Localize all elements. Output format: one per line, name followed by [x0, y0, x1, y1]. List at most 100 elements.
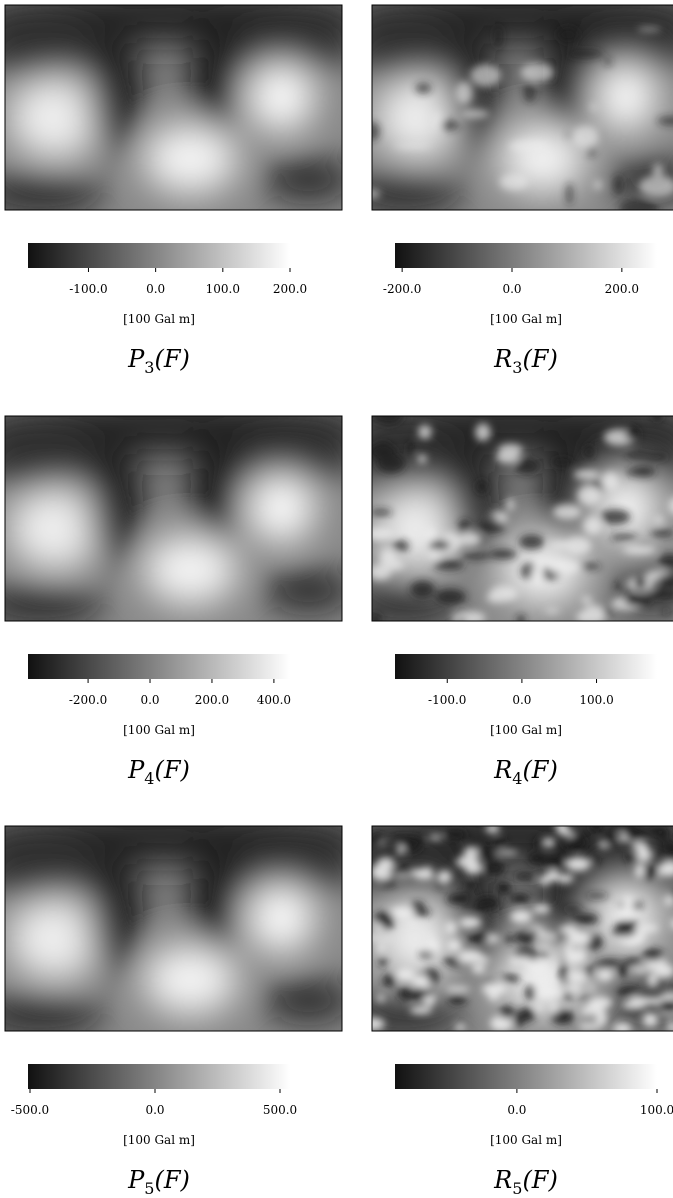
map-detail-blob	[471, 964, 486, 974]
map-detail-blob	[462, 903, 473, 909]
map-detail-blob	[618, 198, 660, 210]
map-blob	[89, 860, 144, 976]
map-detail-blob	[457, 949, 484, 964]
map-detail-blob	[642, 1012, 658, 1027]
map-detail-blob	[652, 416, 663, 422]
map-detail-blob	[446, 939, 462, 952]
map-blob	[542, 440, 586, 564]
map-detail-blob	[551, 989, 562, 996]
caption-symbol: P	[127, 756, 145, 784]
map-detail-blob	[551, 1000, 558, 1014]
map-detail-blob	[560, 829, 575, 837]
colorbar-tick-label: 200.0	[273, 282, 307, 296]
map-detail-blob	[417, 454, 427, 464]
map-detail-blob	[572, 125, 599, 149]
map-detail	[372, 826, 673, 1031]
map-detail-blob	[584, 444, 594, 459]
colorbar-tick-label: 100.0	[579, 693, 613, 707]
map-detail-blob	[389, 907, 415, 920]
map-blob	[247, 62, 316, 133]
map-detail-blob	[461, 553, 493, 559]
map-detail-blob	[648, 851, 662, 856]
map-detail-blob	[463, 846, 478, 857]
map-detail-blob	[499, 1006, 515, 1019]
map-detail-blob	[489, 585, 518, 602]
colorbar-tick-label: 0.0	[507, 1103, 526, 1117]
map-detail-blob	[577, 485, 601, 506]
map-detail-blob	[652, 163, 664, 178]
map-detail-blob	[664, 851, 673, 864]
map-detail-blob	[488, 992, 499, 1001]
colorbar-tick-label: 100.0	[640, 1103, 673, 1117]
map-detail-blob	[568, 834, 586, 851]
map-detail-blob	[643, 949, 664, 962]
panel-caption: P3(F)	[127, 345, 190, 377]
map-detail-blob	[516, 614, 526, 621]
caption-argument: (F)	[154, 1166, 189, 1194]
map-detail-blob	[616, 920, 640, 927]
map-detail-blob	[539, 933, 560, 939]
map-blob	[190, 850, 238, 974]
map-detail-blob	[493, 838, 506, 847]
map-detail-blob	[445, 986, 471, 992]
map-field	[372, 5, 673, 210]
map-detail-blob	[550, 458, 574, 467]
map-detail-blob	[606, 1018, 614, 1025]
map-detail-blob	[493, 24, 503, 49]
map-detail-blob	[489, 548, 517, 560]
caption-symbol: P	[127, 1166, 145, 1194]
map-detail-blob	[610, 534, 638, 541]
panel: 0.0 100.0 [100 Gal m] R5(F)	[371, 825, 673, 1198]
map-detail-blob	[588, 985, 595, 991]
map-frame	[4, 415, 343, 622]
map-detail-blob	[376, 994, 385, 1002]
map-detail-blob	[512, 1017, 524, 1027]
map-detail-blob	[543, 855, 567, 869]
caption-symbol: R	[493, 756, 512, 784]
colorbar-tick-label: 0.0	[140, 693, 159, 707]
colorbar-tick-label: 0.0	[145, 1103, 164, 1117]
map-detail-blob	[624, 593, 651, 607]
caption-symbol: R	[493, 1166, 512, 1194]
map-detail-blob	[372, 832, 384, 846]
colorbar	[395, 1064, 657, 1089]
map-blob	[372, 994, 465, 1031]
map-detail-blob	[476, 479, 488, 494]
map-detail-blob	[551, 1009, 575, 1025]
map-detail-blob	[506, 498, 515, 512]
map-blob	[5, 424, 107, 490]
map-detail-blob	[372, 189, 381, 198]
map-detail-blob	[487, 514, 497, 520]
map-detail-blob	[612, 826, 634, 831]
map	[5, 416, 342, 621]
map-blob	[8, 76, 103, 159]
map-detail-blob	[581, 596, 593, 604]
map-detail-blob	[451, 610, 486, 621]
map-detail-blob	[541, 945, 549, 951]
map-detail-blob	[428, 539, 451, 551]
map-blob	[143, 944, 238, 1015]
map-detail-blob	[538, 876, 551, 885]
panel: -200.0 0.0 200.0 400.0 [100 Gal m] P4(F)	[4, 415, 343, 788]
map-detail-blob	[466, 881, 475, 890]
colorbar-unit: [100 Gal m]	[490, 1133, 562, 1147]
map-detail-blob	[448, 994, 467, 1005]
colorbar-tick-label: 500.0	[263, 1103, 297, 1117]
map-detail-blob	[595, 1010, 607, 1026]
map-detail-blob	[455, 81, 473, 105]
map-detail-blob	[532, 566, 544, 584]
map-detail-blob	[372, 527, 394, 542]
map-detail-blob	[389, 866, 415, 876]
caption-index: 3	[144, 358, 154, 377]
map-detail-blob	[594, 180, 603, 190]
map-detail-blob	[658, 861, 673, 877]
map-detail-blob	[534, 985, 558, 998]
map-detail-blob	[509, 893, 531, 904]
map-detail-blob	[559, 966, 569, 982]
map-detail-blob	[412, 986, 426, 1002]
map-frame	[4, 4, 343, 211]
map-detail-blob	[573, 469, 600, 480]
map-detail-blob	[393, 143, 432, 149]
map-blob	[372, 13, 465, 79]
